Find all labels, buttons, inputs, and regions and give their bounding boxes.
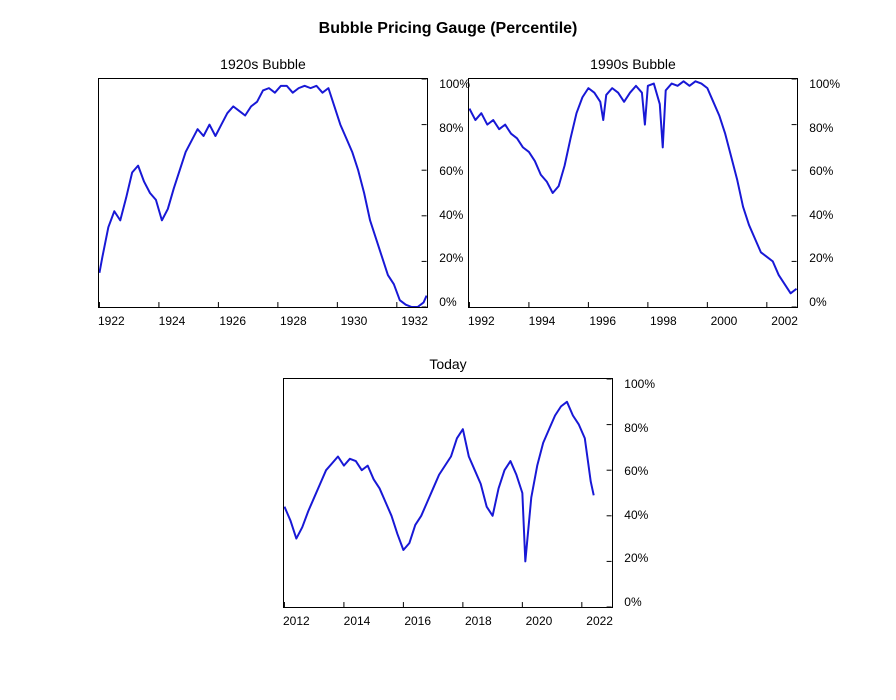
x-tick-label: 2016 [404, 614, 431, 628]
panel-today: Today 100%80%60%40%20%0% 201220142016201… [283, 356, 613, 628]
chart-wrap-today: 100%80%60%40%20%0% [283, 378, 613, 608]
y-tick-label: 40% [809, 209, 840, 221]
top-row: 1920s Bubble 100% 80% 60% 40% 20% 0% 1922 1924… [30, 56, 866, 328]
x-tick-label: 2022 [586, 614, 613, 628]
x-tick-label: 2000 [711, 314, 738, 328]
x-tick-label: 1998 [650, 314, 677, 328]
y-tick-label: 60% [809, 165, 840, 177]
panel-1990s: 1990s Bubble 100%80%60%40%20%0% 1992 1994… [468, 56, 798, 328]
y-tick-label: 80% [439, 122, 470, 134]
x-tick-label: 1994 [529, 314, 556, 328]
y-tick-label: 80% [624, 422, 655, 434]
y-tick-label: 60% [624, 465, 655, 477]
y-tick-label: 80% [809, 122, 840, 134]
y-labels-today: 100% 80% 60% 40% 20% 0% [624, 378, 655, 608]
x-labels-1920s: 1922 1924 1926 1928 1930 1932 [98, 314, 428, 328]
panel-1920s: 1920s Bubble 100%80%60%40%20%0% 1922 1924… [98, 56, 428, 328]
chart-today [283, 378, 613, 608]
x-tick-label: 2012 [283, 614, 310, 628]
y-labels-1920s: 100% 80% 60% 40% 20% 0% [439, 78, 470, 308]
y-tick-label: 20% [624, 552, 655, 564]
panel-title-1920s: 1920s Bubble [220, 56, 306, 72]
main-title: Bubble Pricing Gauge (Percentile) [30, 20, 866, 38]
x-tick-label: 1924 [159, 314, 186, 328]
x-tick-label: 2020 [526, 614, 553, 628]
x-tick-label: 1930 [341, 314, 368, 328]
x-labels-1990s: 1992 1994 1996 1998 2000 2002 [468, 314, 798, 328]
x-tick-label: 2014 [344, 614, 371, 628]
chart-1920s [98, 78, 428, 308]
x-tick-label: 1926 [219, 314, 246, 328]
x-labels-today: 2012 2014 2016 2018 2020 2022 [283, 614, 613, 628]
chart-wrap-1920s: 100%80%60%40%20%0% [98, 78, 428, 308]
x-tick-label: 1922 [98, 314, 125, 328]
x-tick-label: 1932 [401, 314, 428, 328]
chart-wrap-1990s: 100%80%60%40%20%0% [468, 78, 798, 308]
y-tick-label: 100% [439, 78, 470, 90]
x-tick-label: 1996 [589, 314, 616, 328]
x-tick-label: 1928 [280, 314, 307, 328]
x-tick-label: 2002 [771, 314, 798, 328]
y-tick-label: 100% [809, 78, 840, 90]
y-tick-label: 0% [624, 596, 655, 608]
y-tick-label: 60% [439, 165, 470, 177]
y-tick-label: 0% [439, 296, 470, 308]
x-tick-label: 2018 [465, 614, 492, 628]
y-tick-label: 40% [439, 209, 470, 221]
y-tick-label: 20% [439, 252, 470, 264]
y-tick-label: 0% [809, 296, 840, 308]
x-tick-label: 1992 [468, 314, 495, 328]
panel-title-today: Today [429, 356, 466, 372]
y-labels-1990s: 100% 80% 60% 40% 20% 0% [809, 78, 840, 308]
y-tick-label: 20% [809, 252, 840, 264]
panel-title-1990s: 1990s Bubble [590, 56, 676, 72]
y-tick-label: 40% [624, 509, 655, 521]
bottom-row: Today 100%80%60%40%20%0% 201220142016201… [30, 356, 866, 628]
chart-1990s [468, 78, 798, 308]
y-tick-label: 100% [624, 378, 655, 390]
